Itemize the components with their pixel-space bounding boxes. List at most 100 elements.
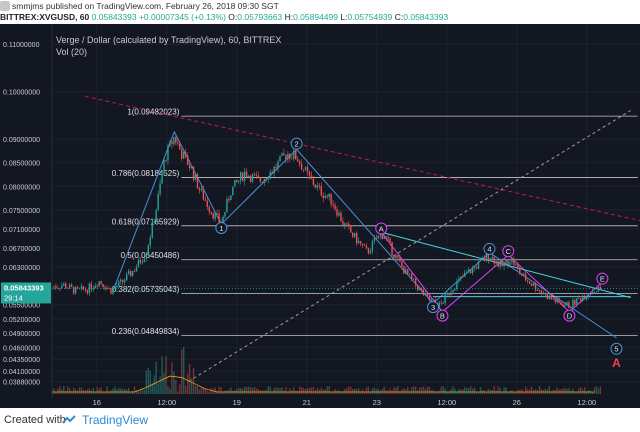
candle-body <box>399 257 401 262</box>
candle-body <box>214 213 216 219</box>
volume-bar <box>114 386 116 394</box>
candle-body <box>487 254 490 261</box>
candle-body <box>124 280 126 283</box>
volume-bar <box>436 391 438 394</box>
candle-body <box>275 166 277 168</box>
candle-body <box>377 235 379 239</box>
candle-body <box>582 296 584 302</box>
volume-bar <box>442 386 444 394</box>
axes: 0.11000000 0.10000000 0.09000000 0.08500000… <box>1 24 640 407</box>
volume-bar <box>186 373 189 394</box>
x-tick-label: 12:00 <box>577 398 596 407</box>
candle-body <box>570 307 572 309</box>
candle-body <box>466 272 468 274</box>
candle-body <box>532 283 535 286</box>
fib-level-label: 0.236(0.04849834) <box>112 327 180 336</box>
volume-bar <box>279 388 281 394</box>
candle-body <box>110 287 112 294</box>
volume-bar <box>367 386 370 394</box>
candle-body <box>383 236 385 239</box>
x-tick-label: 19 <box>233 398 241 407</box>
volume-bar <box>344 389 346 394</box>
volume-bar <box>597 388 600 394</box>
volume-bar <box>523 391 525 394</box>
candle-body <box>426 293 429 297</box>
candle-body <box>340 212 342 222</box>
candle-body <box>216 213 218 214</box>
x-tick-label: 23 <box>373 398 381 407</box>
volume-bar <box>485 391 488 394</box>
candle-body <box>525 274 527 281</box>
candle-body <box>468 269 470 273</box>
volume-bar <box>444 388 446 394</box>
candle-body <box>381 234 383 239</box>
volume-bar <box>365 387 368 394</box>
volume-bar <box>263 390 265 394</box>
candle-body <box>322 195 324 199</box>
volume-bar <box>88 388 91 394</box>
candle-body <box>599 286 602 289</box>
candle-body <box>526 280 529 282</box>
candle-body <box>363 245 366 247</box>
candle-body <box>153 221 155 223</box>
candle-body <box>310 175 313 179</box>
y-tick-label: 0.07100000 <box>3 227 40 234</box>
candle-body <box>306 167 309 172</box>
candle-body <box>473 267 476 268</box>
volume-indicator-label: Vol (20) <box>56 47 87 57</box>
candle-body <box>367 248 370 254</box>
volume-bar <box>346 387 348 394</box>
candle-body <box>104 287 106 290</box>
close-label: C: <box>394 12 404 22</box>
high-label: H: <box>284 12 294 22</box>
candle-body <box>523 274 525 276</box>
candle-body <box>416 284 419 291</box>
volume-bar <box>122 388 124 394</box>
volume-bar <box>469 386 472 394</box>
candle-body <box>477 261 480 269</box>
candle-body <box>485 254 488 261</box>
candle-body <box>53 286 55 288</box>
volume-bar <box>218 386 220 394</box>
candle-body <box>208 206 210 212</box>
candle-body <box>295 150 297 160</box>
wave-label-circle <box>427 301 440 314</box>
candle-body <box>151 221 153 238</box>
candle-body <box>192 166 195 180</box>
candle-body <box>509 262 511 265</box>
candle-body <box>265 178 267 180</box>
candle-body <box>183 152 185 159</box>
candle-body <box>106 287 108 290</box>
candle-body <box>287 153 289 160</box>
candle-body <box>483 258 486 261</box>
volume-bar <box>157 383 159 394</box>
volume-bar <box>448 391 450 394</box>
candle-body <box>298 161 301 164</box>
fib-level-label: 0.786(0.08184525) <box>112 169 180 178</box>
candle-body <box>241 172 244 181</box>
volume-bar <box>501 391 503 394</box>
y-tick-label: 0.05500000 <box>3 303 40 310</box>
volume-bar <box>320 387 322 394</box>
price-chart[interactable]: 1(0.09482023)0.786(0.08184525)0.618(0.07… <box>0 24 640 408</box>
volume-bar <box>304 388 307 394</box>
candle-body <box>84 289 87 291</box>
price-tag-countdown: 29:14 <box>4 293 23 302</box>
volume-bar <box>499 387 501 394</box>
volume-bar <box>163 372 165 394</box>
candle-body <box>129 271 132 276</box>
volume-bar <box>285 387 287 394</box>
candle-body <box>267 178 269 180</box>
volume-bar <box>526 388 529 394</box>
chart-header: smmjms published on TradingView.com, Feb… <box>0 0 640 24</box>
candle-body <box>326 196 328 197</box>
wave-label-text: 3 <box>431 303 435 312</box>
candle-body <box>302 169 305 171</box>
volume-bar <box>371 388 374 394</box>
candle-body <box>387 237 389 239</box>
volume-bar <box>192 367 195 394</box>
chart-panel[interactable]: 1(0.09482023)0.786(0.08184525)0.618(0.07… <box>0 24 640 408</box>
volume-bar <box>230 387 232 394</box>
candle-body <box>538 290 541 292</box>
candle-body <box>90 283 92 290</box>
